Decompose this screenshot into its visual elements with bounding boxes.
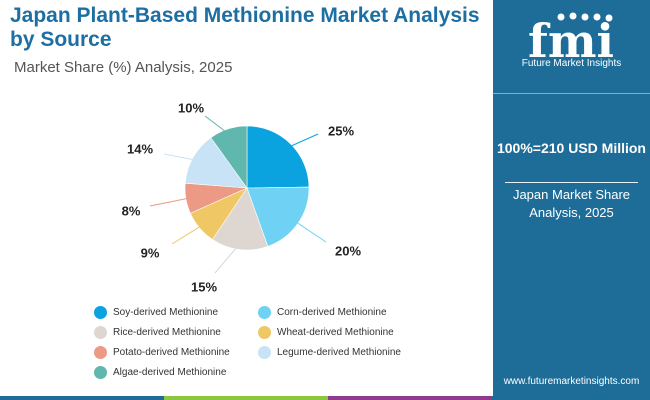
legend-label: Wheat-derived Methionine [277, 327, 394, 338]
legend-swatch [94, 306, 107, 319]
bottom-bar-segment-4 [492, 396, 650, 400]
legend-label: Potato-derived Methionine [113, 347, 230, 358]
data-label: 14% [127, 141, 153, 156]
leader-line [204, 115, 231, 136]
brand-name: Future Market Insights [521, 58, 622, 69]
pie-slice [212, 187, 269, 251]
legend-label: Legume-derived Methionine [277, 347, 401, 358]
legend-item: Soy-derived Methionine [94, 306, 218, 319]
legend-item: Legume-derived Methionine [258, 346, 401, 359]
leader-line [285, 133, 319, 149]
legend-item: Algae-derived Methionine [94, 366, 226, 379]
pie-slice [184, 137, 248, 189]
legend-swatch [258, 306, 271, 319]
leader-line [149, 197, 193, 207]
pie-slice [246, 125, 310, 189]
legend-label: Corn-derived Methionine [277, 307, 387, 318]
bottom-bar-segment-1 [0, 396, 164, 400]
legend-item: Potato-derived Methionine [94, 346, 230, 359]
legend-swatch [94, 366, 107, 379]
data-label: 20% [335, 243, 361, 258]
bottom-bar-segment-2 [164, 396, 328, 400]
data-label: 9% [141, 245, 160, 260]
data-label: 10% [178, 100, 204, 115]
legend-swatch [258, 326, 271, 339]
leader-line [214, 243, 241, 274]
legend-swatch [94, 346, 107, 359]
legend-item: Corn-derived Methionine [258, 306, 387, 319]
pie-slice [210, 125, 248, 189]
logo-icons [557, 12, 613, 22]
legend-label: Soy-derived Methionine [113, 307, 219, 318]
page-title: Japan Plant-Based Methionine Market Anal… [10, 4, 480, 51]
market-total: 100%=210 USD Million [496, 140, 646, 156]
pie-chart: 25% 20% 15% 9% 8% 14% 10% [122, 100, 362, 294]
data-label: 25% [328, 123, 354, 138]
leader-line [163, 153, 199, 162]
page-subtitle: Market Share (%) Analysis, 2025 [14, 59, 233, 76]
legend-label: Rice-derived Methionine [113, 327, 221, 338]
leader-line [292, 219, 327, 243]
fmi-logo: fmi [528, 12, 614, 68]
data-label: 8% [122, 203, 141, 218]
legend-swatch [258, 346, 271, 359]
sidebar-divider [493, 93, 650, 94]
sidebar: fmi Future Market Insights 100%=210 USD … [493, 0, 650, 400]
leader-line [171, 223, 205, 245]
bottom-bar-segment-3 [328, 396, 492, 400]
market-caption: Japan Market Share Analysis, 2025 [512, 187, 631, 220]
sidebar-rule [505, 182, 638, 183]
website-link[interactable]: www.futuremarketinsights.com [503, 376, 640, 387]
logo-text: fmi [528, 14, 614, 68]
data-label: 15% [191, 279, 217, 294]
legend-item: Wheat-derived Methionine [258, 326, 394, 339]
legend-label: Algae-derived Methionine [113, 367, 227, 378]
legend-swatch [94, 326, 107, 339]
legend-item: Rice-derived Methionine [94, 326, 221, 339]
